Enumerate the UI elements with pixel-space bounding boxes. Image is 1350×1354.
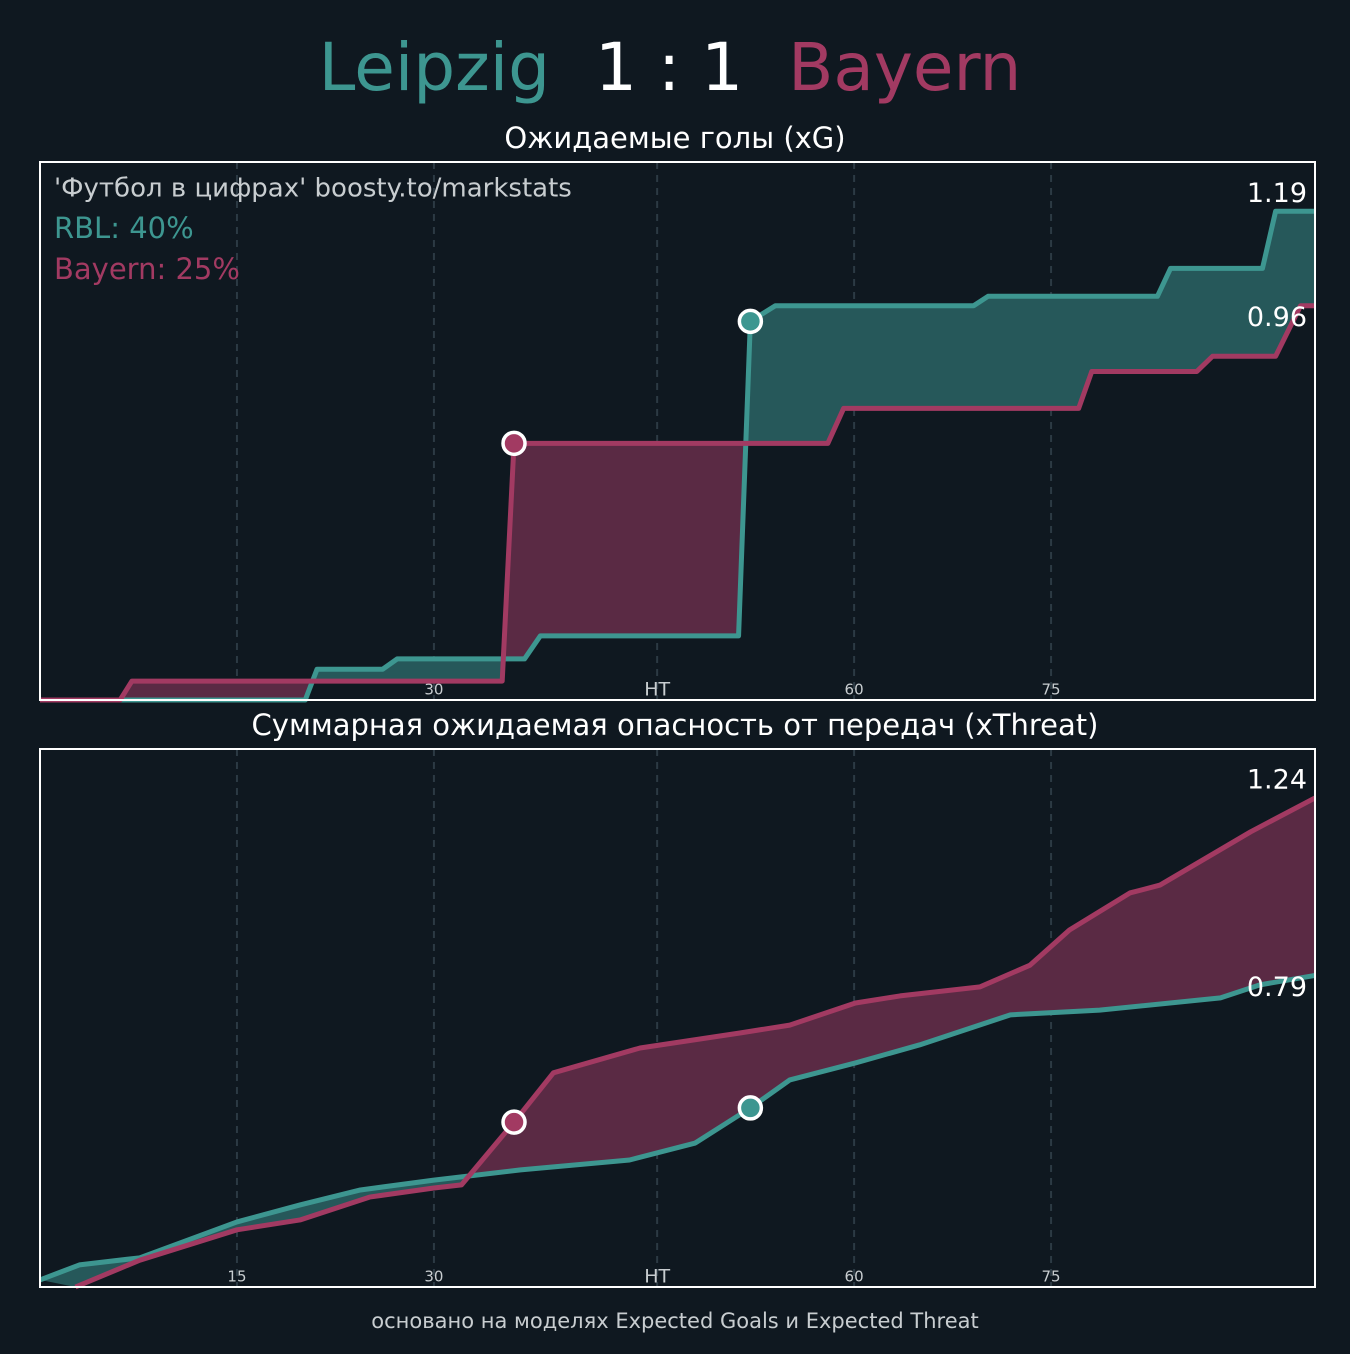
panel-frame [39, 161, 1316, 701]
goal-marker [501, 430, 527, 457]
home-team: Leipzig [319, 29, 550, 106]
match-title: Leipzig 1 : 1 Bayern [319, 29, 1022, 106]
footer: основано на моделях Expected Goals и Exp… [371, 1309, 978, 1333]
x-tick-label: 75 [1042, 1268, 1061, 1286]
line [40, 303, 1315, 703]
goal-marker [501, 1109, 527, 1135]
x-tick-label: 30 [424, 1268, 443, 1286]
chart-title: Суммарная ожидаемая опасность от передач… [252, 708, 1099, 742]
line [39, 972, 1316, 1283]
x-tick-label: 60 [845, 1268, 864, 1286]
panel-frame [39, 748, 1316, 1288]
annotation: Bayern: 25% [54, 252, 240, 286]
x-tick-label: 30 [424, 681, 443, 699]
goal-marker [737, 308, 764, 335]
line [74, 795, 1317, 1290]
annotation: 'Футбол в цифрах' boosty.to/markstats [54, 174, 572, 204]
goal-marker [737, 1095, 764, 1121]
x-tick-label: HT [644, 1266, 670, 1288]
end-label: 1.19 [1247, 178, 1307, 209]
x-tick-label: 60 [845, 681, 864, 699]
score: 1 : 1 [595, 29, 743, 106]
x-tick-label: 75 [1042, 681, 1061, 699]
end-label: 0.79 [1247, 972, 1307, 1003]
annotation: RBL: 40% [54, 211, 194, 245]
x-tick-label: 15 [227, 1268, 246, 1286]
away-team: Bayern [788, 29, 1021, 106]
end-label: 1.24 [1247, 764, 1307, 795]
end-label: 0.96 [1247, 302, 1307, 333]
x-tick-label: HT [644, 679, 670, 701]
chart-title: Ожидаемые голы (xG) [504, 121, 845, 155]
